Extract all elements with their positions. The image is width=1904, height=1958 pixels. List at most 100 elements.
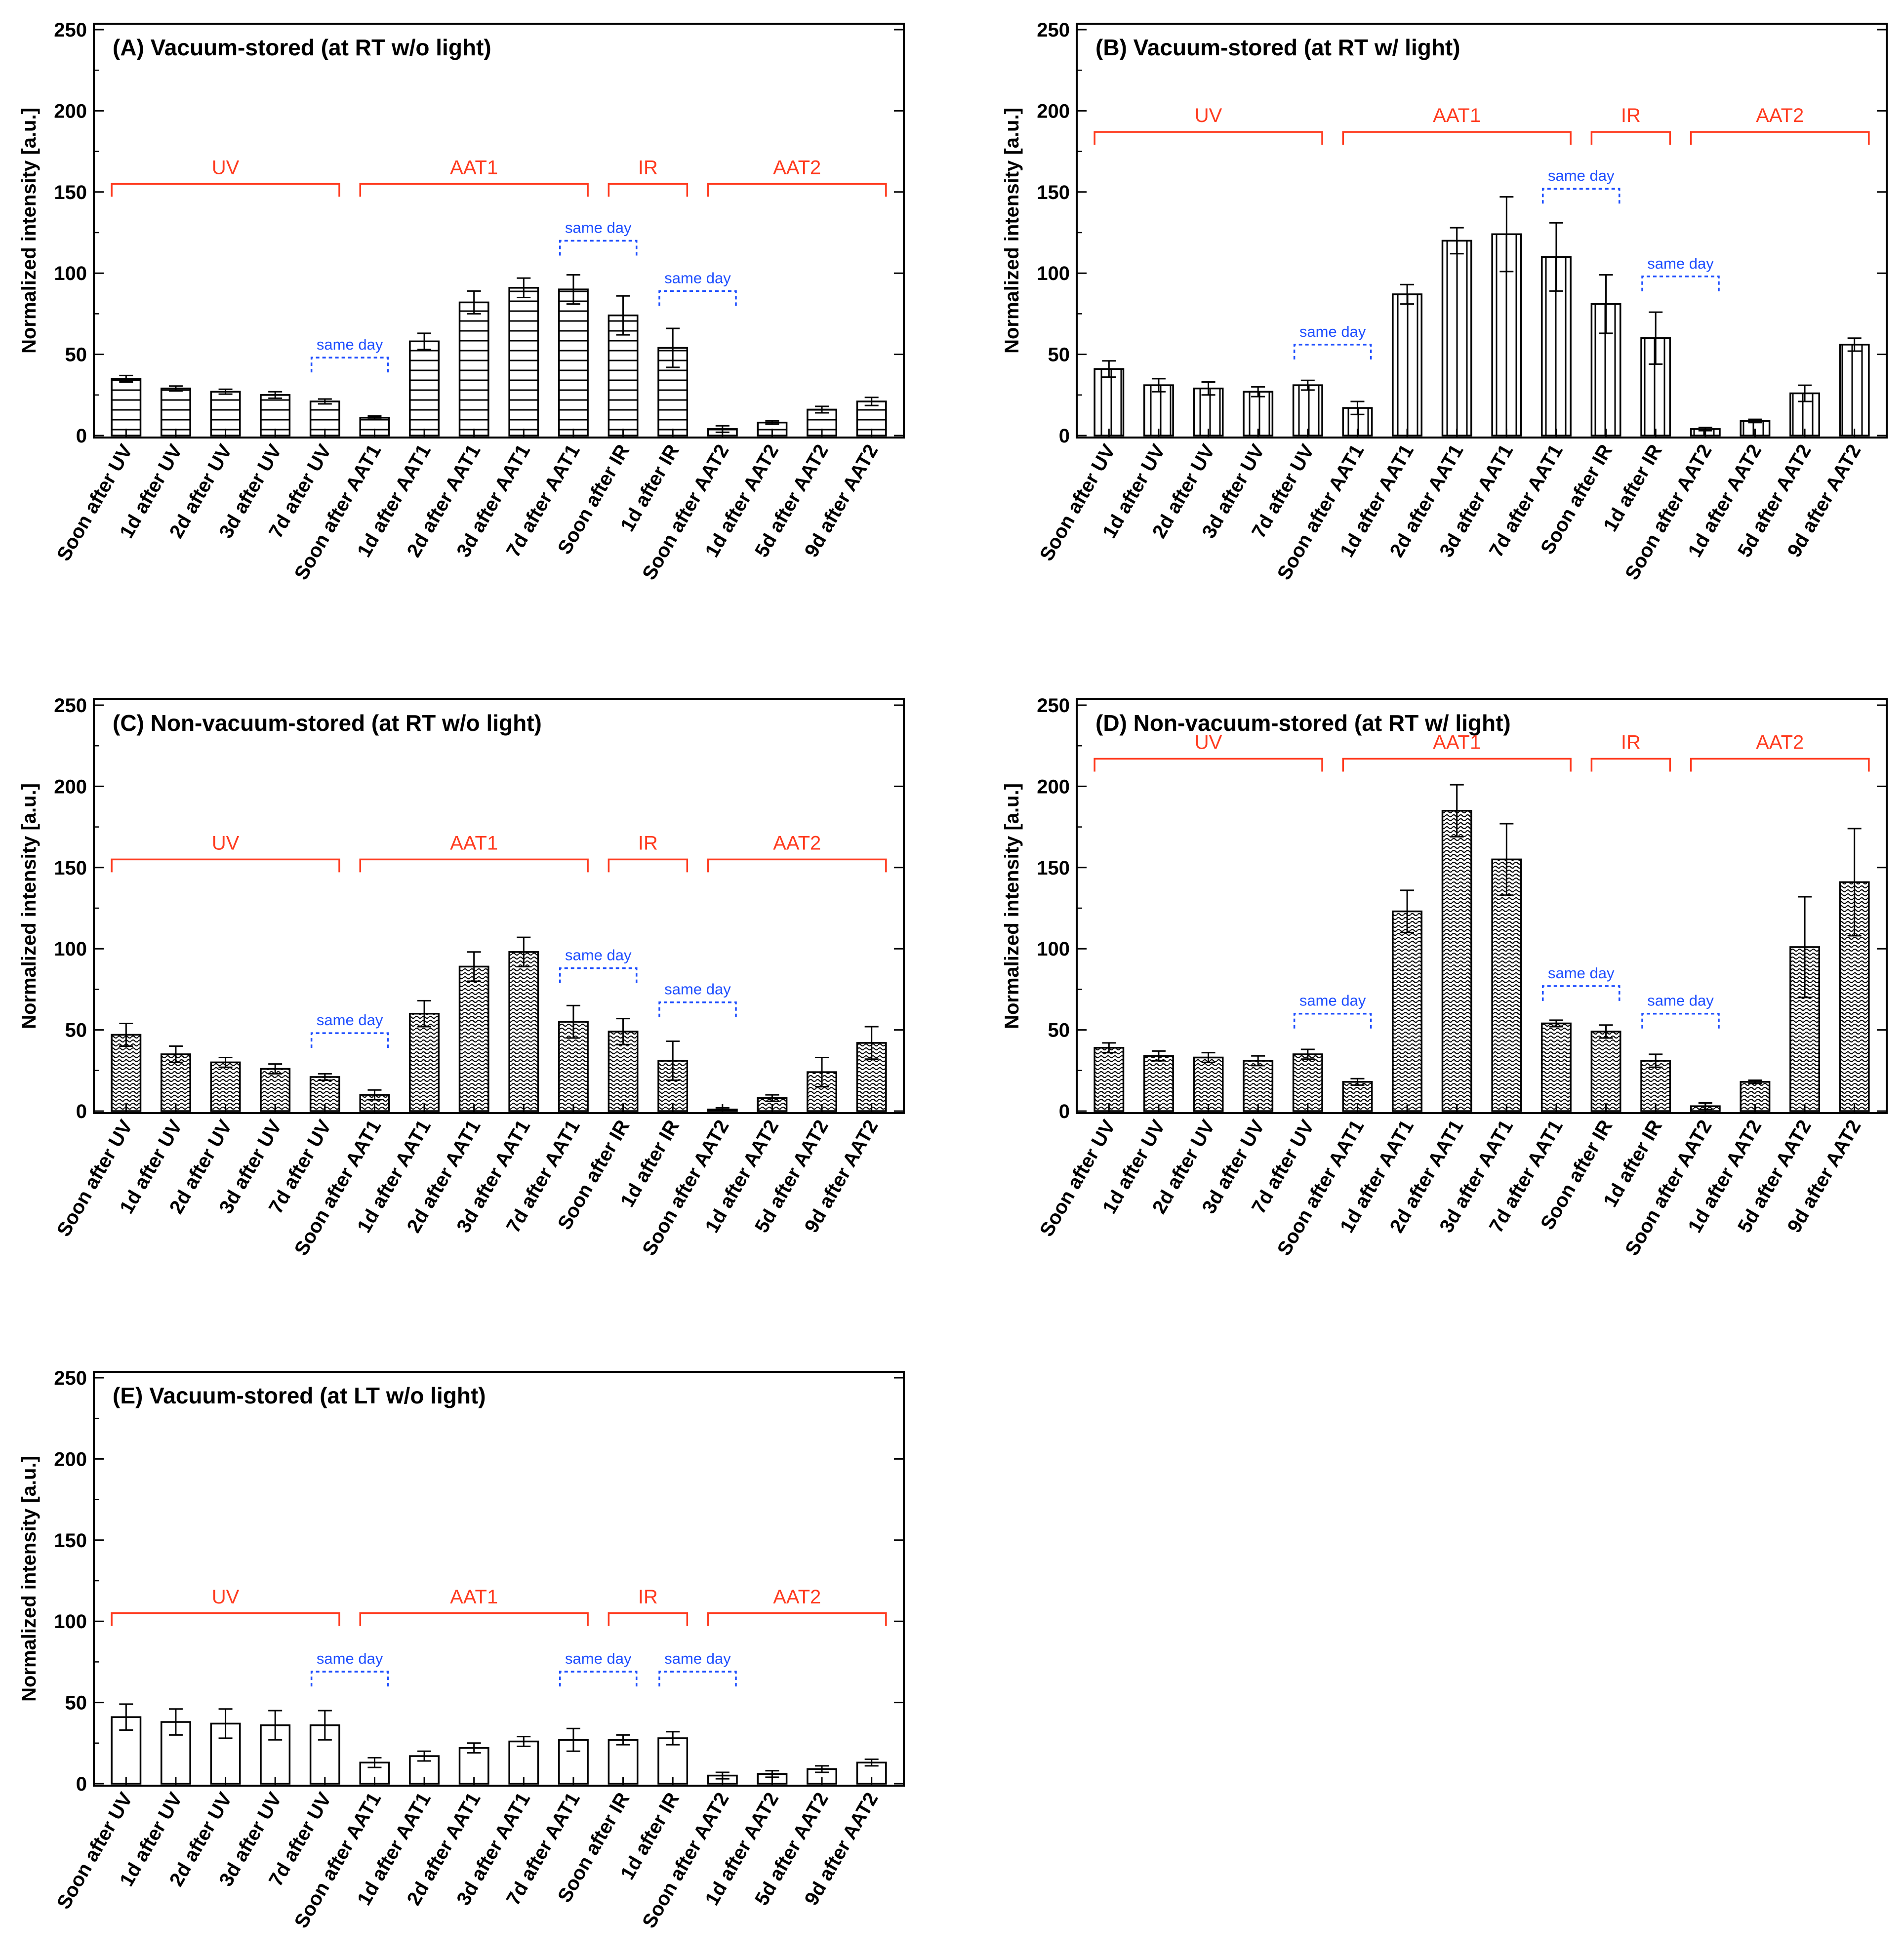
- group-label: UV: [212, 1586, 240, 1608]
- same-day-label: same day: [565, 219, 632, 236]
- group-label: IR: [638, 1586, 658, 1608]
- panel-b: (B) Vacuum-stored (at RT w/ light) Normal…: [1001, 19, 1888, 584]
- y-tick-label: 100: [54, 938, 87, 960]
- bar: [1292, 1053, 1323, 1112]
- group-label: AAT2: [1756, 732, 1804, 754]
- group-label: IR: [638, 832, 658, 854]
- group-label: IR: [638, 157, 658, 178]
- y-tick-label: 150: [1037, 857, 1070, 879]
- same-day-bracket: [1542, 985, 1620, 1001]
- same-day-label: same day: [664, 1650, 731, 1667]
- panel-e: (E) Vacuum-stored (at LT w/o light) Norma…: [18, 1367, 905, 1932]
- y-axis-label: Normalized intensity [a.u.]: [18, 108, 40, 354]
- bar: [1193, 1056, 1224, 1112]
- group-label: AAT2: [1756, 105, 1804, 126]
- same-day-label: same day: [1299, 323, 1366, 340]
- bar: [210, 391, 241, 437]
- plot-frame: [93, 23, 905, 439]
- y-tick-label: 50: [1048, 1020, 1070, 1041]
- same-day-label: same day: [317, 1650, 383, 1667]
- same-day-bracket: [559, 240, 638, 256]
- y-tick-label: 200: [54, 100, 87, 122]
- y-tick-label: 100: [1037, 263, 1070, 284]
- same-day-bracket: [1293, 344, 1372, 360]
- group-bracket: [1690, 758, 1870, 772]
- bar: [1839, 344, 1870, 437]
- same-day-bracket: [1641, 276, 1720, 291]
- x-tick-label: Soon after UV: [53, 1789, 137, 1913]
- group-bracket: [1590, 131, 1671, 145]
- panel-title: (B) Vacuum-stored (at RT w/ light): [1095, 35, 1460, 60]
- plot-frame: [1076, 23, 1888, 439]
- bar: [1491, 858, 1522, 1112]
- same-day-bracket: [658, 1671, 737, 1687]
- same-day-bracket: [658, 290, 737, 306]
- plot-frame: [93, 698, 905, 1114]
- group-bracket: [707, 183, 887, 197]
- bar: [210, 1061, 241, 1112]
- group-bracket: [1342, 758, 1572, 772]
- same-day-label: same day: [1647, 255, 1714, 272]
- bar: [1541, 1022, 1572, 1112]
- group-label: AAT2: [773, 832, 821, 854]
- panel-c: (C) Non-vacuum-stored (at RT w/o light) N…: [18, 695, 905, 1259]
- bar: [558, 288, 589, 437]
- y-tick-label: 50: [1048, 344, 1070, 366]
- same-day-label: same day: [1299, 992, 1366, 1009]
- bar: [161, 387, 191, 437]
- y-tick-label: 0: [1059, 425, 1070, 447]
- group-bracket: [111, 858, 340, 873]
- group-bracket: [111, 183, 340, 197]
- y-tick-label: 150: [54, 182, 87, 203]
- y-tick-label: 0: [76, 1773, 87, 1795]
- panel-title: (C) Non-vacuum-stored (at RT w/o light): [113, 710, 542, 736]
- group-label: UV: [212, 832, 240, 854]
- y-tick-label: 150: [54, 1530, 87, 1552]
- group-bracket: [1094, 758, 1323, 772]
- group-bracket: [1094, 131, 1323, 145]
- group-label: AAT1: [450, 832, 498, 854]
- group-bracket: [359, 183, 589, 197]
- group-bracket: [1590, 758, 1671, 772]
- same-day-bracket: [559, 967, 638, 983]
- y-tick-label: 200: [1037, 100, 1070, 122]
- same-day-label: same day: [1548, 964, 1615, 982]
- y-tick-label: 250: [54, 19, 87, 41]
- bar: [1193, 387, 1224, 437]
- y-tick-label: 0: [76, 1101, 87, 1122]
- y-tick-label: 250: [54, 695, 87, 717]
- y-tick-label: 100: [1037, 938, 1070, 960]
- y-tick-label: 150: [54, 857, 87, 879]
- bar: [1292, 384, 1323, 437]
- y-axis-label: Normalized intensity [a.u.]: [18, 783, 40, 1029]
- panel-title: (D) Non-vacuum-stored (at RT w/ light): [1095, 710, 1511, 736]
- same-day-bracket: [1293, 1012, 1372, 1029]
- same-day-label: same day: [1647, 992, 1714, 1009]
- panel-d: (D) Non-vacuum-stored (at RT w/ light) No…: [1001, 695, 1888, 1259]
- bar: [1143, 384, 1174, 437]
- bar: [458, 301, 489, 437]
- group-label: UV: [212, 157, 240, 178]
- bar: [1143, 1055, 1174, 1112]
- same-day-label: same day: [664, 269, 731, 286]
- same-day-bracket: [310, 357, 389, 373]
- x-tick-label: Soon after UV: [1036, 1116, 1120, 1240]
- y-tick-label: 250: [1037, 19, 1070, 41]
- group-label: AAT1: [450, 157, 498, 178]
- same-day-label: same day: [317, 336, 383, 353]
- group-label: AAT2: [773, 1586, 821, 1608]
- bar: [1094, 1047, 1125, 1112]
- x-tick-label: Soon after UV: [1036, 440, 1120, 564]
- bar: [458, 965, 489, 1112]
- bar: [1094, 368, 1125, 437]
- same-day-bracket: [658, 1001, 737, 1017]
- group-bracket: [707, 1612, 887, 1626]
- y-tick-label: 50: [65, 1692, 87, 1714]
- bar: [409, 1012, 440, 1112]
- bar: [1590, 1031, 1621, 1112]
- same-day-label: same day: [565, 947, 632, 964]
- same-day-label: same day: [664, 981, 731, 998]
- plot-frame: [93, 1371, 905, 1787]
- group-label: IR: [1621, 732, 1641, 754]
